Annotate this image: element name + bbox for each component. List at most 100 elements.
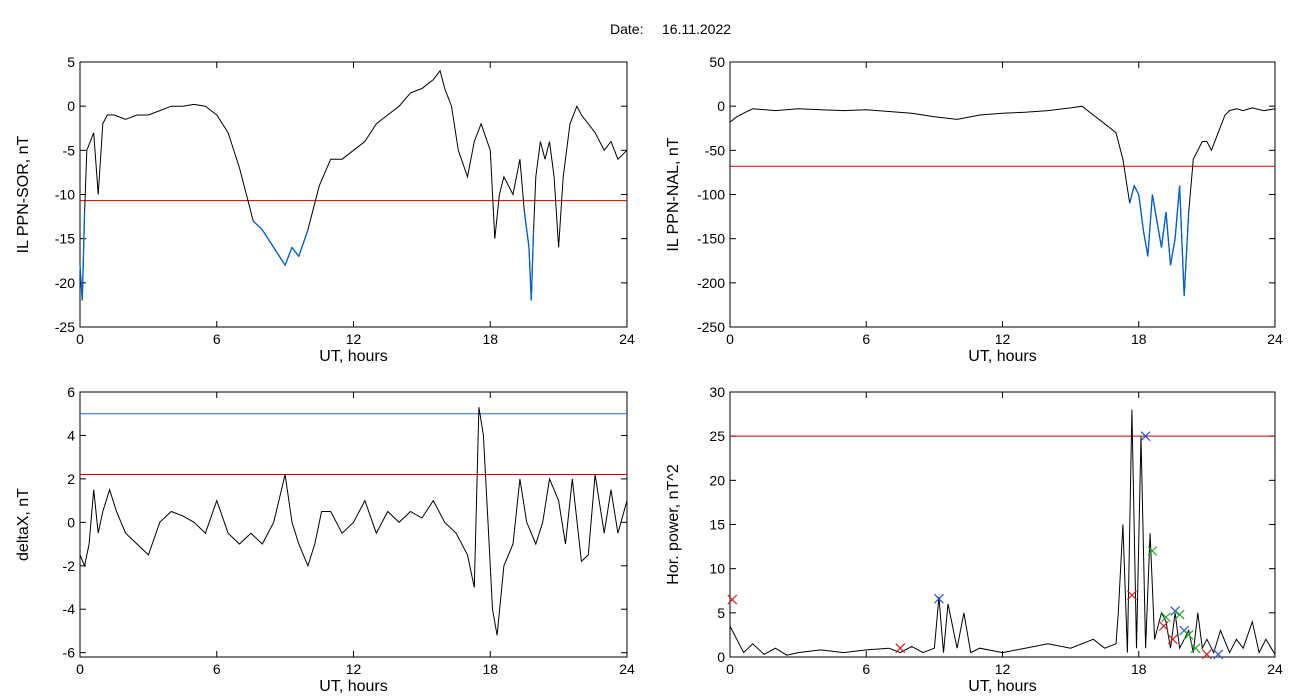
highlight-segment <box>1138 194 1144 230</box>
y-tick-label: 0 <box>67 98 75 114</box>
y-tick-label: -50 <box>705 142 725 158</box>
event-marker-red <box>895 643 906 654</box>
y-tick-label: -10 <box>55 187 75 203</box>
x-tick-label: 18 <box>1131 661 1147 677</box>
highlight-segment <box>284 247 293 266</box>
x-tick-label: 12 <box>346 331 362 347</box>
x-axis-label: UT, hours <box>968 678 1036 695</box>
highlight-segment <box>291 247 300 257</box>
y-tick-label: 6 <box>67 384 75 400</box>
highlight-segment <box>298 229 309 257</box>
panel-ppn-sor: 0 6 12 18 24 -25 -20 -15 -10 -5 0 5 UT, hours IL PPN-… <box>15 54 635 365</box>
event-marker-blue <box>1170 606 1181 616</box>
x-tick-label: 6 <box>862 661 870 677</box>
highlight-segment <box>1165 212 1172 266</box>
event-marker-green <box>1190 643 1201 654</box>
y-tick-label: -150 <box>697 231 725 247</box>
y-tick-label: -4 <box>63 601 76 617</box>
highlight-segment <box>81 212 86 301</box>
event-marker-red <box>727 594 738 605</box>
y-axis-label: Hor. power, nT^2 <box>665 464 682 585</box>
event-marker-green <box>1183 629 1194 640</box>
y-tick-label: 5 <box>67 54 75 70</box>
y-tick-label: 2 <box>67 471 75 487</box>
event-marker-blue <box>933 593 944 604</box>
y-tick-label: -15 <box>55 231 75 247</box>
highlight-segment <box>252 220 263 231</box>
highlight-segment <box>1178 185 1185 297</box>
y-tick-label: 4 <box>67 427 75 443</box>
y-tick-label: -2 <box>63 558 76 574</box>
highlight-segment <box>1183 212 1190 297</box>
y-tick-label: 20 <box>709 472 725 488</box>
x-tick-label: 6 <box>862 331 870 347</box>
series-line <box>729 105 1276 297</box>
x-axis-label: UT, hours <box>319 348 387 365</box>
x-tick-label: 12 <box>995 661 1011 677</box>
y-tick-label: -5 <box>63 142 76 158</box>
y-axis-label: deltaX, nT <box>15 488 32 561</box>
y-tick-label: 0 <box>717 98 725 114</box>
y-axis-label: IL PPN-NAL, nT <box>665 137 682 251</box>
x-axis-label: UT, hours <box>319 678 387 695</box>
x-tick-label: 18 <box>1131 331 1147 347</box>
x-tick-label: 18 <box>482 661 498 677</box>
x-tick-label: 24 <box>619 661 635 677</box>
highlight-segment <box>530 229 535 301</box>
x-axis-label: UT, hours <box>968 348 1036 365</box>
highlight-segment <box>273 247 286 266</box>
x-tick-label: 18 <box>482 331 498 347</box>
y-tick-label: 0 <box>67 514 75 530</box>
y-tick-label: -6 <box>63 645 76 661</box>
highlight-segment <box>1156 220 1163 248</box>
y-axis-label: IL PPN-SOR, nT <box>15 135 32 253</box>
series-line <box>79 407 628 636</box>
y-tick-label: 10 <box>709 561 725 577</box>
panel-ppn-nal: 0 6 12 18 24 -250 -200 -150 -100 -50 0 50 UT, hours I… <box>665 54 1283 365</box>
x-tick-label: 12 <box>995 331 1011 347</box>
event-marker-green <box>1161 612 1171 623</box>
highlight-segment <box>1151 194 1158 222</box>
y-tick-label: -250 <box>697 319 725 335</box>
highlight-segment <box>528 247 532 301</box>
y-tick-label: 30 <box>709 384 725 400</box>
x-tick-label: 0 <box>726 331 734 347</box>
x-tick-label: 0 <box>76 331 84 347</box>
highlight-segment <box>1160 212 1167 248</box>
event-marker-blue <box>1140 431 1151 442</box>
event-marker-green <box>1147 546 1158 556</box>
highlight-segment <box>1142 229 1149 257</box>
x-tick-label: 0 <box>726 661 734 677</box>
highlight-segment <box>523 212 530 248</box>
y-tick-label: -25 <box>55 319 75 335</box>
y-tick-label: 50 <box>709 54 725 70</box>
panel-hor-power: 0 6 12 18 24 0 5 10 15 20 25 30 UT, hours Hor. power,… <box>665 384 1283 695</box>
series-line <box>79 69 628 301</box>
event-marker-red <box>1127 590 1137 601</box>
y-tick-label: -200 <box>697 275 725 291</box>
event-marker-red <box>1167 634 1178 645</box>
highlight-segment <box>261 229 275 248</box>
date-label: Date: <box>610 21 643 37</box>
plot-frame <box>729 61 1276 328</box>
x-tick-label: 6 <box>213 331 221 347</box>
x-tick-label: 24 <box>619 331 635 347</box>
plot-frame <box>79 61 628 328</box>
plot-frame <box>729 391 1276 658</box>
event-marker-red <box>1201 649 1212 660</box>
y-tick-label: 15 <box>709 517 725 533</box>
x-tick-label: 0 <box>76 661 84 677</box>
x-tick-label: 24 <box>1267 661 1283 677</box>
y-tick-label: 25 <box>709 428 725 444</box>
highlight-segment <box>1174 185 1181 239</box>
x-tick-label: 6 <box>213 661 221 677</box>
highlight-segment <box>1147 194 1154 257</box>
event-marker-red <box>1158 621 1169 632</box>
date-value: 16.11.2022 <box>662 21 731 37</box>
plot-frame <box>79 391 628 658</box>
y-tick-label: 5 <box>717 605 725 621</box>
highlight-segment <box>1133 185 1140 195</box>
y-tick-label: -100 <box>697 187 725 203</box>
